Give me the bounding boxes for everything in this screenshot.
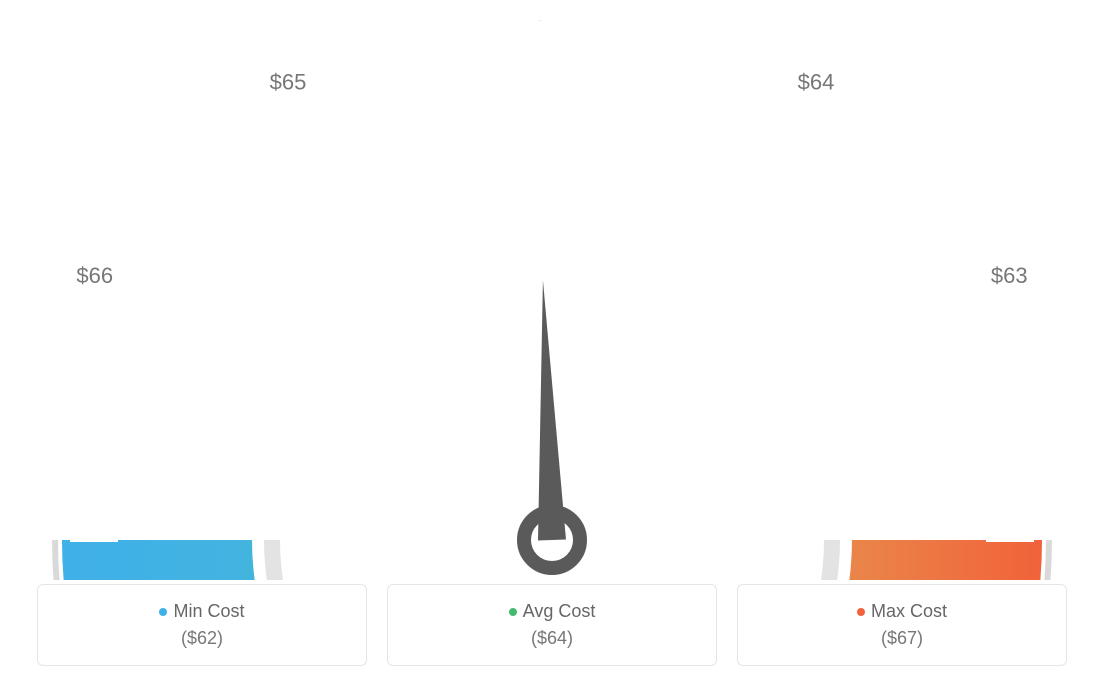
gauge-svg: $62$63$64$64$65$66$67 <box>42 20 1062 580</box>
legend-max: Max Cost ($67) <box>737 584 1067 666</box>
legend-avg: Avg Cost ($64) <box>387 584 717 666</box>
svg-text:$64: $64 <box>798 70 835 95</box>
cost-gauge: $62$63$64$64$65$66$67 <box>42 20 1062 580</box>
dot-icon <box>857 608 865 616</box>
svg-text:$63: $63 <box>991 263 1028 288</box>
svg-text:$64: $64 <box>534 20 571 24</box>
svg-text:$65: $65 <box>270 70 307 95</box>
legend-avg-label: Avg Cost <box>388 601 716 622</box>
legend-min-label: Min Cost <box>38 601 366 622</box>
legend-min: Min Cost ($62) <box>37 584 367 666</box>
dot-icon <box>509 608 517 616</box>
dot-icon <box>159 608 167 616</box>
legend-min-value: ($62) <box>38 628 366 649</box>
legend-row: Min Cost ($62) Avg Cost ($64) Max Cost (… <box>0 584 1104 666</box>
legend-max-label: Max Cost <box>738 601 1066 622</box>
svg-text:$66: $66 <box>76 263 113 288</box>
legend-avg-value: ($64) <box>388 628 716 649</box>
legend-max-value: ($67) <box>738 628 1066 649</box>
